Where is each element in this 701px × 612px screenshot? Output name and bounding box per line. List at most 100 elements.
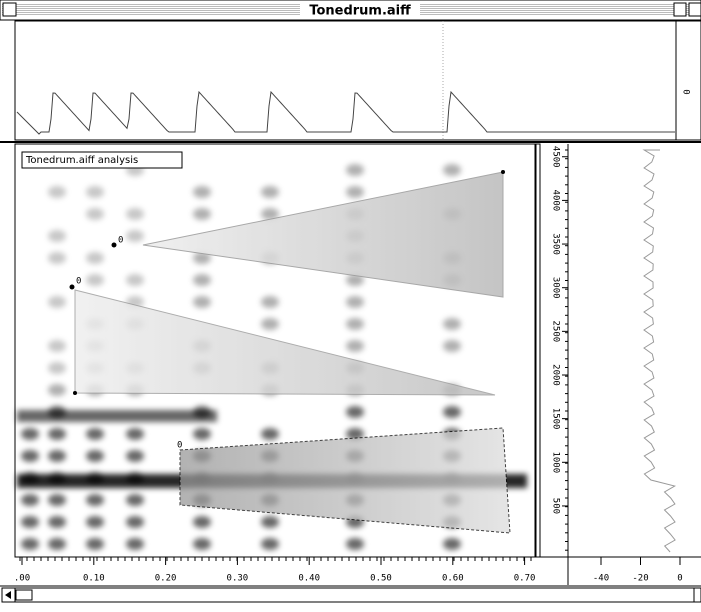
energy-blob [346,318,364,330]
zoom-box[interactable] [673,2,687,17]
energy-blob [346,296,364,308]
marker-label: 0 [177,441,182,451]
x-tick-label: 0.40 [298,574,320,584]
x-tick-label: 0.50 [370,574,392,584]
energy-blob [261,516,279,528]
energy-blob [443,406,461,418]
energy-blob [193,274,211,286]
y-tick-label: 1500 [551,408,561,430]
energy-blob [443,318,461,330]
energy-blob [261,208,279,220]
energy-blob [346,428,364,440]
selection-region[interactable] [74,289,496,396]
energy-blob [48,362,66,374]
x-tick-label: 0.30 [227,574,249,584]
energy-blob [86,274,104,286]
scroll-thumb[interactable] [15,589,33,601]
energy-blob [48,428,66,440]
amp-tick-label: 0 [677,574,682,584]
energy-blob [443,538,461,550]
scroll-right[interactable] [693,587,701,603]
handle[interactable] [501,170,505,174]
energy-blob [86,450,104,462]
waveform-axis-label: 0 [681,89,691,94]
y-tick-label: 1000 [551,451,561,473]
y-tick-label: 3000 [551,277,561,299]
window-title: Tonedrum.aiff [309,4,411,19]
energy-blob [126,230,144,242]
energy-blob [193,186,211,198]
energy-blob [193,428,211,440]
x-tick-label: 0.20 [155,574,177,584]
amplitude-pane [570,144,701,557]
energy-blob [261,538,279,550]
energy-blob [48,230,66,242]
x-tick-label: .00 [14,574,30,584]
energy-blob [126,428,144,440]
energy-blob [48,538,66,550]
energy-blob [21,428,39,440]
title-bg [300,2,420,18]
energy-blob [86,186,104,198]
energy-blob [48,296,66,308]
amplitude-trace [642,149,677,553]
energy-blob [346,164,364,176]
energy-blob [126,516,144,528]
y-tick-label: 4000 [551,190,561,212]
close-box[interactable] [2,2,17,17]
y-tick-label: 4500 [551,146,561,168]
arrow-left [5,591,11,599]
energy-blob [86,516,104,528]
y-tick-label: 2000 [551,364,561,386]
energy-blob [48,186,66,198]
energy-blob [126,274,144,286]
handle[interactable] [73,391,77,395]
energy-blob [261,186,279,198]
energy-blob [48,384,66,396]
energy-blob [21,538,39,550]
handle[interactable] [111,242,117,248]
energy-blob [193,296,211,308]
analysis-label: Tonedrum.aiff analysis [25,155,138,166]
y-tick-label: 3500 [551,233,561,255]
waveform [16,90,675,135]
energy-blob [346,186,364,198]
amp-tick-label: -20 [632,574,648,584]
energy-blob [48,494,66,506]
energy-blob [126,208,144,220]
energy-blob [126,538,144,550]
scrollbar[interactable] [1,587,700,603]
marker-label: 0 [76,277,81,287]
x-tick-label: 0.70 [514,574,536,584]
waveform-pane [14,20,701,141]
energy-blob [21,516,39,528]
selection-region[interactable] [142,171,504,298]
energy-blob [261,318,279,330]
energy-blob [126,494,144,506]
y-tick-label: 2500 [551,321,561,343]
selection-region[interactable] [179,427,511,534]
energy-blob [86,252,104,264]
energy-blob [48,516,66,528]
energy-blob [48,340,66,352]
energy-blob [21,450,39,462]
energy-band [17,410,217,422]
energy-blob [48,450,66,462]
energy-blob [86,494,104,506]
energy-blob [193,252,211,264]
energy-blob [346,406,364,418]
energy-blob [86,428,104,440]
energy-blob [86,538,104,550]
x-tick-label: 0.60 [442,574,464,584]
handle[interactable] [69,284,75,290]
energy-blob [126,450,144,462]
energy-blob [261,428,279,440]
energy-blob [86,208,104,220]
collapse-box[interactable] [688,2,701,17]
energy-blob [21,494,39,506]
y-tick-label: 500 [551,498,561,514]
amp-tick-label: -40 [593,574,609,584]
energy-blob [261,296,279,308]
marker-label: 0 [118,236,123,246]
